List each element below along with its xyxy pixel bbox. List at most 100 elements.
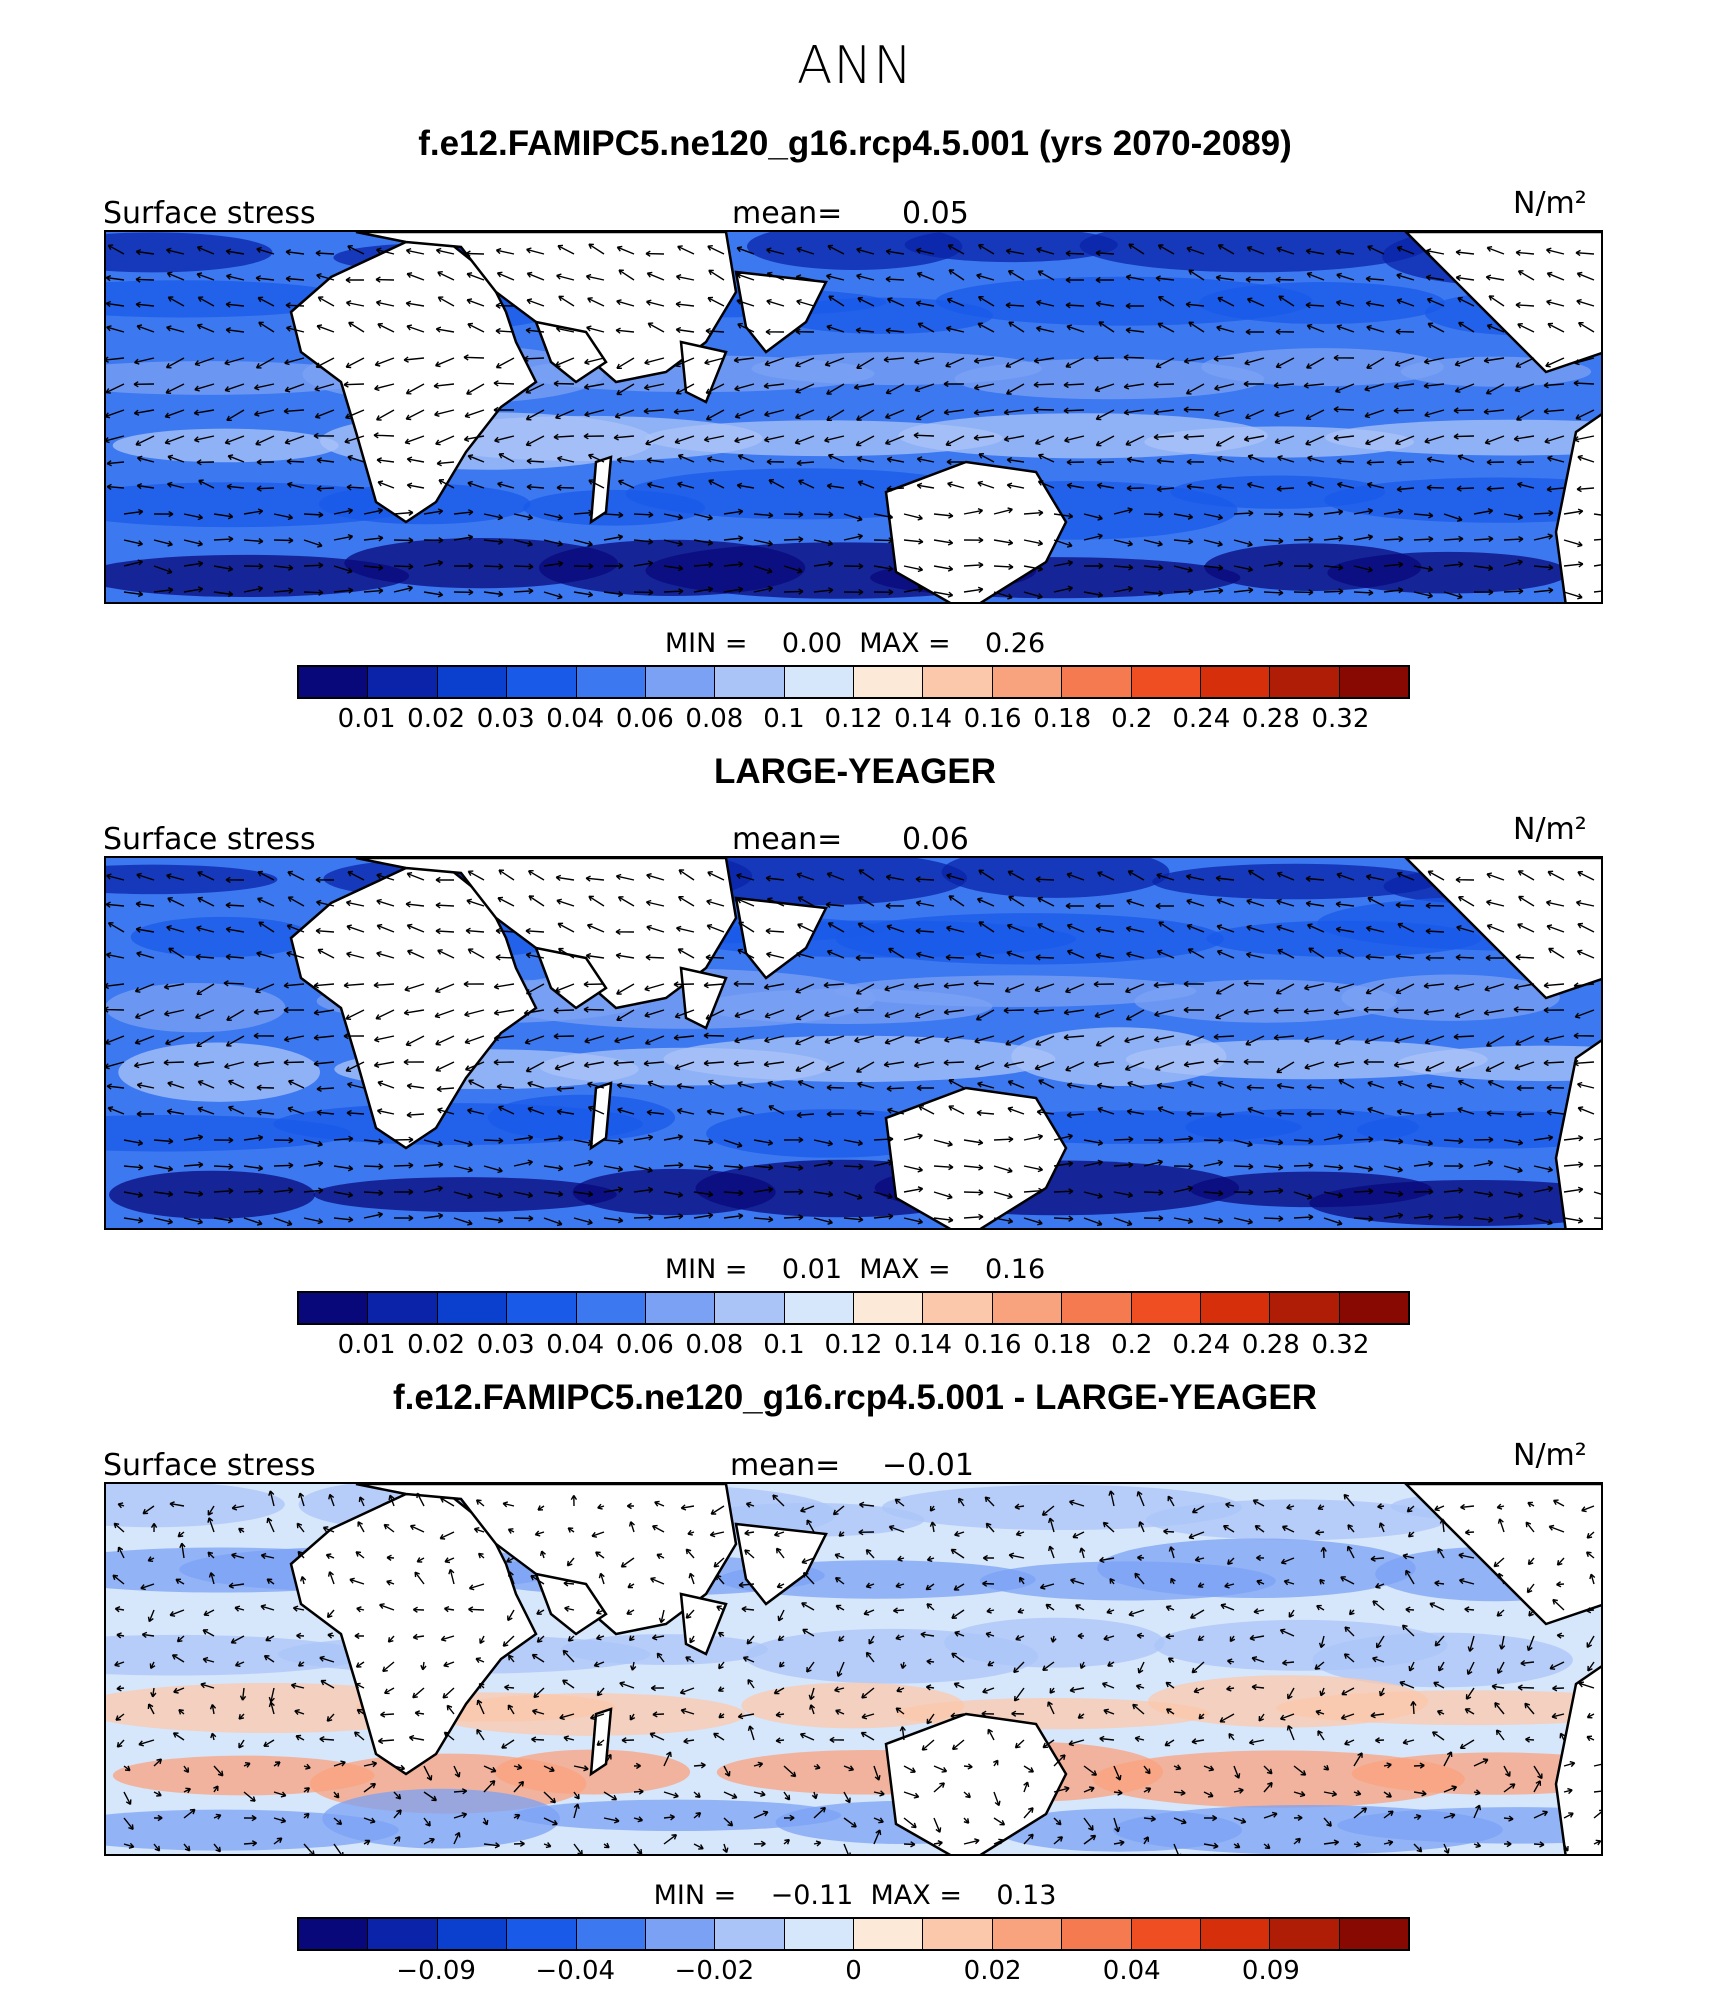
wind-vector: [1493, 1557, 1505, 1568]
wind-vector: [1126, 456, 1145, 463]
wind-vector: [557, 922, 575, 933]
wind-vector: [1042, 1661, 1055, 1671]
wind-vector: [406, 923, 425, 933]
wind-vector: [722, 1843, 729, 1854]
wind-vector: [1246, 898, 1265, 907]
wind-vector: [933, 1139, 953, 1147]
wind-vector: [1424, 435, 1445, 444]
wind-vector: [326, 1713, 335, 1722]
wind-vector: [1455, 954, 1475, 961]
wind-vector: [587, 1081, 605, 1089]
wind-vector: [133, 1061, 155, 1069]
wind-vector: [1227, 1658, 1235, 1665]
wind-vector: [1039, 1583, 1055, 1590]
wind-vector: [468, 1606, 485, 1613]
wind-vector: [946, 325, 965, 333]
wind-vector: [123, 1842, 135, 1849]
wind-vector: [1045, 1603, 1055, 1611]
wind-vector: [1217, 244, 1235, 255]
wind-vector: [1041, 1505, 1055, 1516]
wind-vector: [1317, 1504, 1325, 1510]
wind-vector: [1319, 1687, 1326, 1697]
wind-vector: [1353, 565, 1373, 573]
wind-vector: [523, 1009, 545, 1016]
wind-vector: [813, 1763, 821, 1770]
wind-vector: [1443, 513, 1463, 522]
wind-vector: [858, 1529, 875, 1536]
wind-vector: [644, 1035, 665, 1045]
wind-vector: [453, 534, 474, 541]
wind-vector: [1353, 1752, 1363, 1767]
wind-vector: [168, 947, 185, 959]
wind-vector: [888, 1525, 905, 1533]
wind-vector: [1220, 1603, 1235, 1611]
wind-vector: [676, 1082, 695, 1090]
wind-vector: [117, 1546, 125, 1559]
wind-vector: [213, 565, 234, 572]
wind-vector: [1433, 1681, 1445, 1689]
wind-vector: [405, 300, 425, 307]
wind-vector: [674, 1061, 695, 1071]
wind-vector: [1203, 1814, 1218, 1822]
wind-vector: [1233, 1765, 1241, 1779]
wind-vector: [1434, 1505, 1445, 1512]
wind-vector: [963, 1139, 984, 1146]
colorbar-swatch: [1339, 667, 1408, 697]
wind-vector: [1247, 1106, 1265, 1115]
wind-vector: [386, 1579, 395, 1586]
wind-vector: [1396, 459, 1415, 466]
stress-contour: [1276, 1690, 1601, 1726]
wind-vector: [1095, 435, 1115, 447]
wind-vector: [663, 564, 684, 572]
wind-vector: [685, 1609, 695, 1619]
wind-vector: [316, 1109, 335, 1116]
colorbar-swatch: [1339, 1919, 1408, 1949]
wind-vector: [1123, 354, 1145, 361]
wind-vector: [703, 982, 725, 989]
wind-vector: [123, 1191, 144, 1198]
colorbar-tick-label: 0.28: [1241, 704, 1300, 734]
wind-vector: [473, 1527, 485, 1534]
wind-vector: [1065, 276, 1084, 284]
colorbar-tick-label: 0.32: [1311, 704, 1370, 734]
wind-vector: [1186, 898, 1205, 907]
wind-vector: [1033, 357, 1055, 364]
wind-vector: [1573, 1032, 1595, 1039]
wind-vector: [896, 1686, 905, 1693]
wind-vector: [527, 1081, 545, 1089]
wind-vector: [163, 983, 185, 990]
wind-vector: [243, 1217, 263, 1226]
wind-vector: [1399, 1680, 1415, 1689]
wind-vector: [513, 1134, 534, 1142]
colorbar-tick-label: 0.24: [1172, 704, 1231, 734]
wind-vector: [106, 325, 125, 333]
wind-vector: [1402, 1553, 1415, 1560]
wind-vector: [963, 586, 984, 593]
wind-vector: [525, 983, 545, 995]
wind-vector: [435, 326, 455, 333]
wind-vector: [1127, 870, 1145, 881]
wind-vector: [1503, 559, 1523, 567]
wind-vector: [693, 586, 714, 593]
wind-vector: [674, 1009, 695, 1019]
wind-vector: [1066, 872, 1085, 881]
wind-vector: [1443, 591, 1463, 600]
unit-label: N/m²: [1513, 812, 1587, 847]
wind-vector: [873, 589, 894, 596]
wind-vector: [843, 1765, 855, 1772]
wind-vector: [1134, 1735, 1145, 1743]
wind-vector: [873, 1135, 894, 1143]
wind-vector: [647, 322, 665, 333]
wind-vector: [946, 873, 965, 881]
colorbar-tick-label: 0.1: [763, 704, 805, 734]
wind-vector: [1233, 1217, 1253, 1225]
wind-vector: [1198, 1713, 1205, 1720]
wind-vector: [1305, 301, 1325, 309]
wind-vector: [1035, 876, 1055, 883]
wind-vector: [1186, 1110, 1205, 1117]
wind-vector: [196, 983, 215, 995]
wind-vector: [1563, 1134, 1584, 1142]
wind-vector: [693, 1191, 714, 1198]
wind-vector: [567, 1635, 575, 1642]
wind-vector: [646, 873, 665, 881]
